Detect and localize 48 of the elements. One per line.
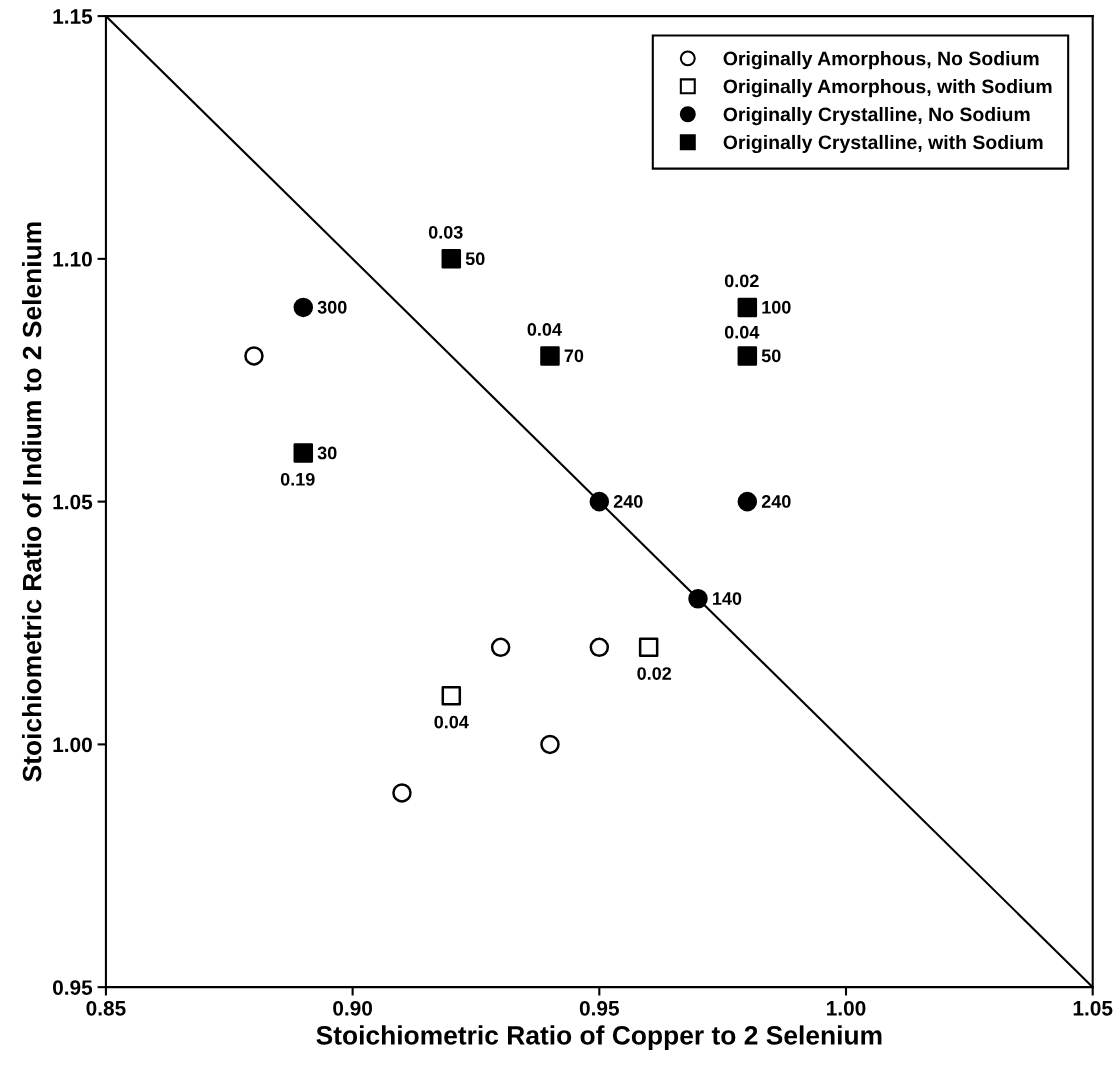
annotation: 300 — [317, 300, 347, 314]
annotation: 240 — [613, 495, 643, 508]
x-tick-label: 1.05 — [1073, 1000, 1113, 1016]
point — [293, 297, 314, 318]
x-tick-label: 1.00 — [827, 1000, 866, 1016]
annotation: 70 — [564, 349, 584, 363]
point — [441, 249, 462, 269]
annotation: 30 — [317, 446, 337, 460]
y-tick-label: 0.95 — [53, 980, 93, 995]
point — [638, 637, 659, 658]
annotation: 100 — [762, 300, 791, 314]
point — [737, 491, 758, 512]
y-tick-label: 1.00 — [53, 737, 92, 753]
annotation: 0.04 — [724, 325, 760, 339]
legend-label: Originally Amorphous, with Sodium — [723, 79, 1052, 98]
point — [293, 443, 314, 463]
point — [737, 346, 758, 366]
annotation: 0.03 — [428, 225, 463, 239]
y-axis-title: Stoichiometric Ratio of Indium to 2 Selenium — [22, 222, 42, 782]
x-tick-label: 0.85 — [86, 1000, 126, 1016]
point — [392, 783, 412, 803]
legend-label: Originally Crystalline, No Sodium — [723, 106, 1030, 126]
point — [540, 346, 560, 366]
point — [737, 297, 758, 318]
point — [441, 686, 462, 706]
annotation: 0.19 — [280, 472, 315, 486]
point — [688, 588, 708, 609]
x-tick-label: 0.90 — [333, 1000, 373, 1016]
point — [589, 491, 610, 512]
point — [589, 637, 610, 658]
annotation: 50 — [465, 252, 485, 266]
annotation: 0.02 — [637, 667, 672, 680]
annotation: 0.04 — [527, 323, 562, 336]
y-tick-label: 1.05 — [53, 494, 93, 510]
annotation: 140 — [713, 592, 742, 605]
y-tick-label: 1.10 — [53, 251, 92, 267]
annotation: 50 — [761, 349, 781, 363]
legend-label: Originally Crystalline, with Sodium — [723, 134, 1043, 154]
x-tick-label: 0.95 — [579, 1000, 620, 1016]
legend-label: Originally Amorphous, No Sodium — [723, 51, 1039, 70]
point — [490, 637, 511, 658]
annotation: 0.02 — [724, 274, 759, 288]
y-tick-label: 1.15 — [53, 9, 93, 24]
annotation: 0.04 — [434, 715, 469, 729]
point — [244, 346, 264, 366]
point — [540, 734, 560, 755]
annotation: 240 — [761, 495, 791, 508]
x-axis-title: Stoichiometric Ratio of Copper to 2 Selenium — [316, 1025, 882, 1050]
